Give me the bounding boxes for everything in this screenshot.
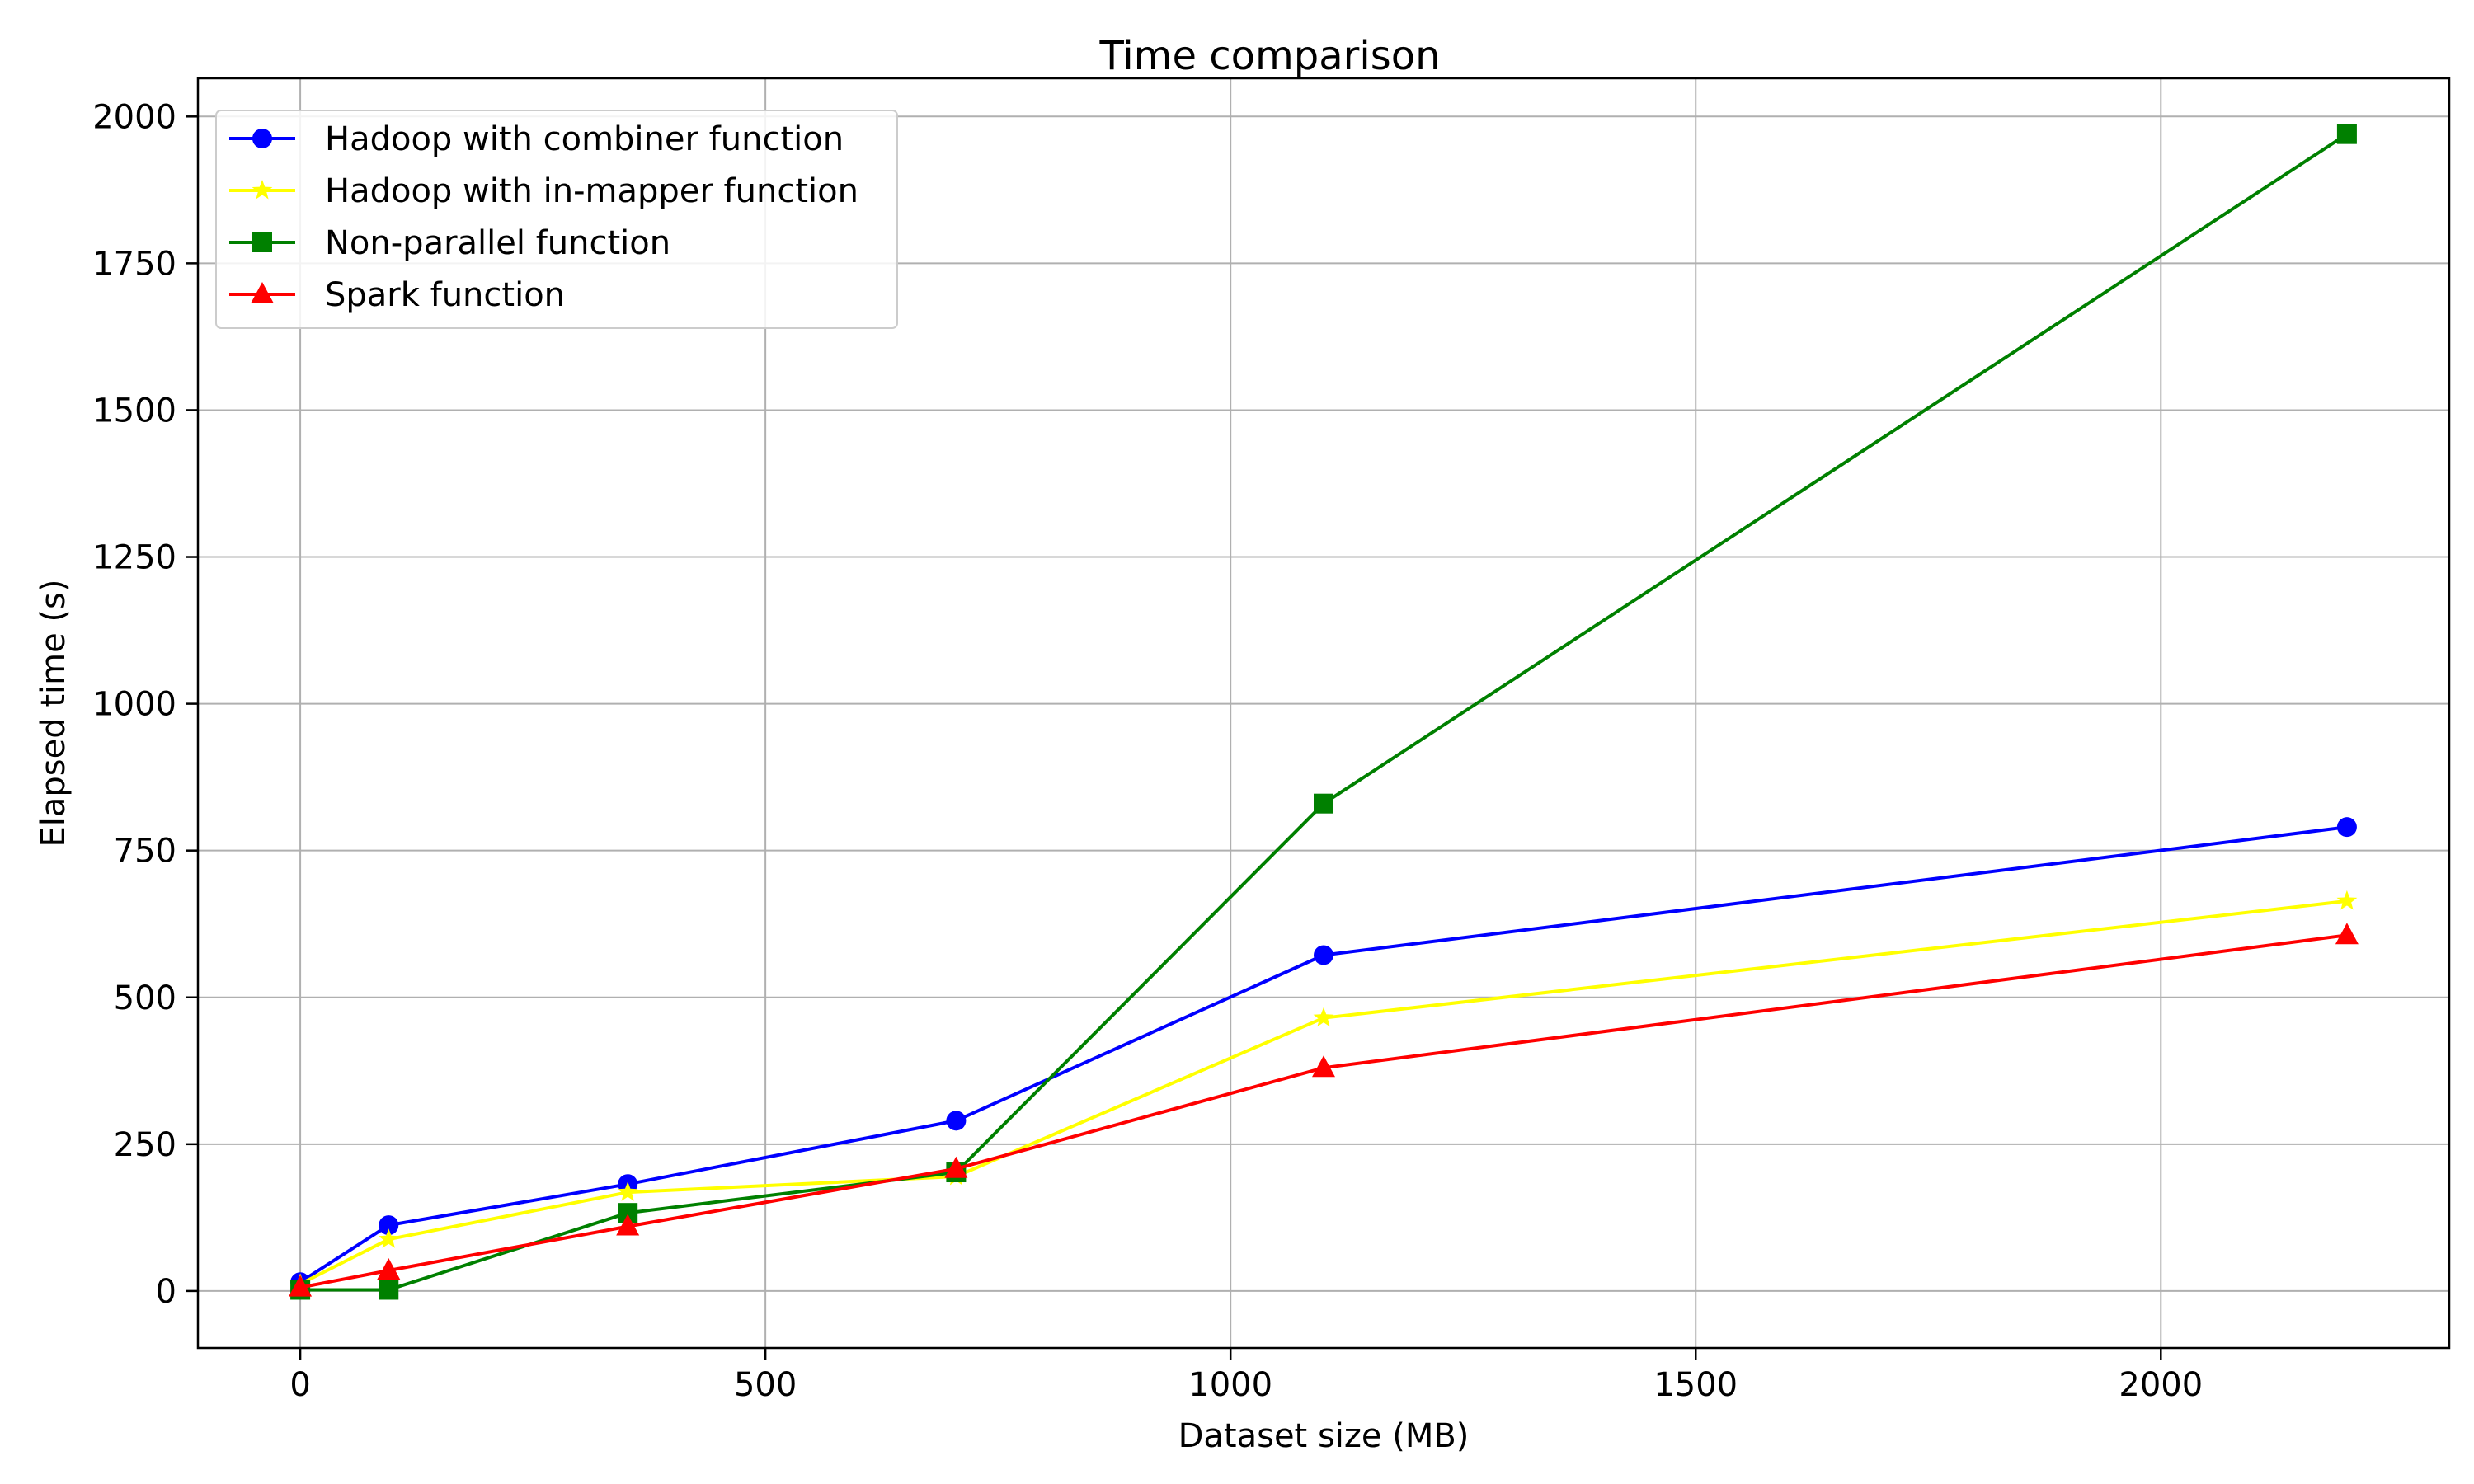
y-tick-label: 500 xyxy=(114,979,176,1017)
y-tick-label: 750 xyxy=(114,833,176,871)
data-point-circle xyxy=(2336,817,2357,838)
data-point-square xyxy=(252,232,272,252)
y-tick-label: 0 xyxy=(156,1273,176,1311)
legend-label: Hadoop with combiner function xyxy=(325,120,844,158)
data-point-triangle xyxy=(944,1156,968,1178)
data-point-circle xyxy=(379,1215,399,1236)
y-tick-label: 1000 xyxy=(92,686,176,724)
data-point-star xyxy=(1313,1007,1334,1027)
data-point-square xyxy=(1314,793,1333,814)
x-tick-label: 1000 xyxy=(1188,1366,1272,1404)
data-point-triangle xyxy=(251,282,274,303)
series-line xyxy=(299,825,2348,1284)
data-point-square xyxy=(2336,124,2357,144)
y-tick-label: 1500 xyxy=(92,392,176,430)
series-line xyxy=(299,933,2348,1289)
data-point-circle xyxy=(946,1111,967,1131)
data-point-triangle xyxy=(1312,1055,1335,1078)
y-tick-label: 1250 xyxy=(92,539,176,577)
data-point-circle xyxy=(252,129,272,148)
data-point-triangle xyxy=(289,1275,313,1297)
axis-ticks: 0 500 1000 1500 2000 0 250 500 750 1000 1250 1500 17… xyxy=(92,98,2203,1404)
x-tick-label: 0 xyxy=(289,1366,310,1404)
y-tick-label: 250 xyxy=(114,1126,176,1164)
data-point-star xyxy=(252,180,273,200)
plot-frame xyxy=(196,77,2451,1350)
data-point-star xyxy=(617,1181,638,1201)
series-line xyxy=(300,133,2348,1292)
data-point-star xyxy=(378,1228,399,1248)
y-tick-label: 2000 xyxy=(92,98,176,136)
legend-label: Hadoop with in-mapper function xyxy=(325,172,858,210)
data-point-triangle xyxy=(2335,923,2359,945)
data-point-triangle xyxy=(616,1214,640,1236)
x-tick-label: 2000 xyxy=(2119,1366,2203,1404)
data-point-triangle xyxy=(377,1257,401,1280)
series-line xyxy=(299,899,2348,1286)
legend-box xyxy=(215,110,898,329)
series-spark-function xyxy=(289,923,2359,1297)
chart-title: Time comparison xyxy=(1099,33,1441,79)
legend-label: Non-parallel function xyxy=(325,224,670,262)
y-tick-label: 1750 xyxy=(92,245,176,283)
x-tick-label: 1500 xyxy=(1653,1366,1738,1404)
y-axis-label: Elapsed time (s) xyxy=(35,580,73,848)
grid-lines xyxy=(198,78,2449,1348)
x-axis-label: Dataset size (MB) xyxy=(1178,1417,1470,1455)
data-point-star xyxy=(2336,890,2358,910)
data-point-circle xyxy=(1314,945,1333,965)
series-group xyxy=(289,124,2359,1300)
legend: Hadoop with combiner function Hadoop with… xyxy=(215,110,898,329)
x-tick-label: 500 xyxy=(734,1366,797,1404)
data-point-square xyxy=(379,1280,399,1300)
legend-label: Spark function xyxy=(325,276,565,314)
